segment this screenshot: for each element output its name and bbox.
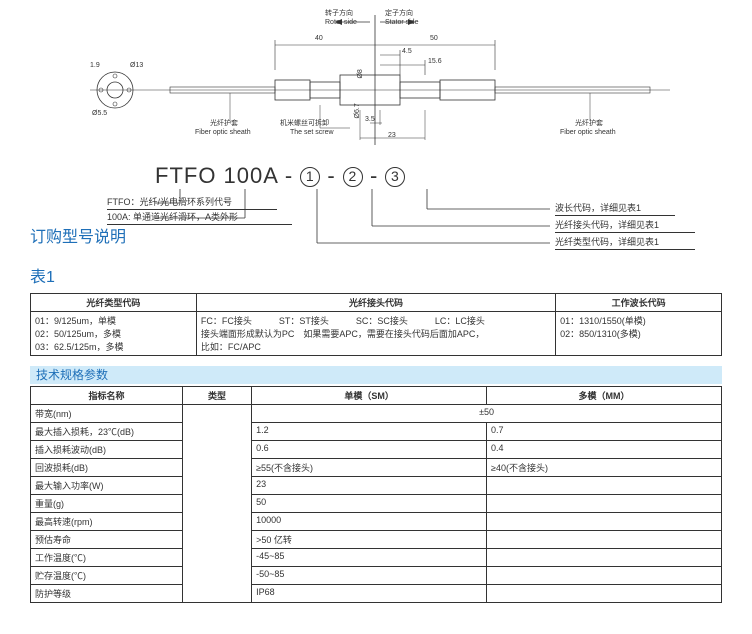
spec-sm: >50 亿转 <box>252 531 487 549</box>
spec-name: 最大插入损耗，23℃(dB) <box>31 423 183 441</box>
spec-sm: ≥55(不含接头) <box>252 459 487 477</box>
spec-row: 重量(g) 50 <box>31 495 722 513</box>
spec-row: 工作温度(℃) -45~85 <box>31 549 722 567</box>
spec-sm: -45~85 <box>252 549 487 567</box>
dim-23: 23 <box>388 132 396 140</box>
spec-name: 贮存温度(℃) <box>31 567 183 585</box>
spec-mm: ≥40(不含接头) <box>487 459 722 477</box>
t1-c1-l2: 02：50/125um，多模 <box>35 327 192 340</box>
dim-19: 1.9 <box>90 62 100 70</box>
spec-row: 最大插入损耗，23℃(dB) 1.20.7 <box>31 423 722 441</box>
spec-sm: 50 <box>252 495 487 513</box>
setscrew-en: The set screw <box>290 129 334 137</box>
spec-row: 插入损耗波动(dB) 0.60.4 <box>31 441 722 459</box>
dim-45: 4.5 <box>402 48 412 56</box>
stator-label-en: Stator side <box>385 19 418 27</box>
spec-sm: 23 <box>252 477 487 495</box>
t1-h1: 光纤类型代码 <box>31 294 197 312</box>
spec-row: 防护等级 IP68 <box>31 585 722 603</box>
note-ftfo: FTFO：光纤/光电滑环系列代号 <box>107 195 277 210</box>
spec-mm <box>487 567 722 585</box>
spec-mm <box>487 477 722 495</box>
specs-title: 技术规格参数 <box>30 366 722 384</box>
dim-8: Ø8 <box>357 69 365 78</box>
spec-name: 最高转速(rpm) <box>31 513 183 531</box>
spec-name: 重量(g) <box>31 495 183 513</box>
technical-drawing: 转子方向 Rotor side 定子方向 Stator side 40 50 4… <box>30 10 722 155</box>
dim-50: 50 <box>430 35 438 43</box>
t1-c2-l1: FC：FC接头 ST：ST接头 SC：SC接头 LC：LC接头 <box>201 314 551 327</box>
spec-sm: IP68 <box>252 585 487 603</box>
specs-table: 指标名称 类型 单模（SM） 多模（MM） 带宽(nm)±50最大插入损耗，23… <box>30 386 722 603</box>
spec-h-name: 指标名称 <box>31 387 183 405</box>
spec-name: 防护等级 <box>31 585 183 603</box>
dim-35: 3.5 <box>365 116 375 124</box>
spec-mm <box>487 549 722 567</box>
spec-mm: 0.4 <box>487 441 722 459</box>
dim-156: 15.6 <box>428 58 442 66</box>
t1-c1-l3: 03：62.5/125m，多模 <box>35 340 192 353</box>
spec-row: 最大输入功率(W) 23 <box>31 477 722 495</box>
ordering-title: 订购型号说明 <box>30 223 155 247</box>
setscrew-cn: 机米螺丝可拆卸 <box>280 120 329 128</box>
t1-c2-l2: 接头端面形成默认为PC 如果需要APC，需要在接头代码后面加APC， <box>201 327 551 340</box>
spec-mm <box>487 585 722 603</box>
note-100a: 100A: 单通道光纤滑环，A类外形 <box>107 210 292 225</box>
rotor-label-en: Rotor side <box>325 19 357 27</box>
t1-c1-l1: 01：9/125um，单模 <box>35 314 192 327</box>
spec-row: 最高转速(rpm) 10000 <box>31 513 722 531</box>
t1-h3: 工作波长代码 <box>556 294 722 312</box>
t1-c3-l1: 01：1310/1550(单模) <box>560 314 717 327</box>
spec-row: 预估寿命 >50 亿转 <box>31 531 722 549</box>
spec-name: 工作温度(℃) <box>31 549 183 567</box>
spec-name: 回波损耗(dB) <box>31 459 183 477</box>
sheath-right-en: Fiber optic sheath <box>560 129 616 137</box>
spec-mm <box>487 495 722 513</box>
note-wave: 波长代码，详细见表1 <box>555 201 675 216</box>
ordering-section: 订购型号说明 FTFO 100A - 1 - 2 - 3 FTFO：光纤/光电滑… <box>30 163 722 253</box>
spec-name: 最大输入功率(W) <box>31 477 183 495</box>
note-conn: 光纤接头代码，详细见表1 <box>555 218 695 233</box>
spec-h-sm: 单模（SM） <box>252 387 487 405</box>
spec-type-cell <box>183 405 252 603</box>
sheath-right-cn: 光纤护套 <box>575 120 603 128</box>
spec-row: 回波损耗(dB) ≥55(不含接头)≥40(不含接头) <box>31 459 722 477</box>
note-type: 光纤类型代码，详细见表1 <box>555 235 695 250</box>
spec-sm: 10000 <box>252 513 487 531</box>
sheath-left-cn: 光纤护套 <box>210 120 238 128</box>
t1-h2: 光纤接头代码 <box>196 294 555 312</box>
spec-sm: 1.2 <box>252 423 487 441</box>
spec-h-mm: 多模（MM） <box>487 387 722 405</box>
spec-sm: -50~85 <box>252 567 487 585</box>
t1-c2: FC：FC接头 ST：ST接头 SC：SC接头 LC：LC接头 接头端面形成默认… <box>196 312 555 356</box>
table1: 光纤类型代码 光纤接头代码 工作波长代码 01：9/125um，单模 02：50… <box>30 293 722 356</box>
t1-c3: 01：1310/1550(单模) 02：850/1310(多模) <box>556 312 722 356</box>
table1-title: 表1 <box>30 263 722 287</box>
spec-row: 带宽(nm) ±50 <box>31 405 722 423</box>
drawing-svg <box>30 10 720 155</box>
t1-c2-l3: 比如：FC/APC <box>201 340 551 353</box>
rotor-label-cn: 转子方向 <box>325 10 353 18</box>
spec-sm: 0.6 <box>252 441 487 459</box>
spec-h-type: 类型 <box>183 387 252 405</box>
dim-67: Ø6.7 <box>354 103 362 118</box>
spec-name: 带宽(nm) <box>31 405 183 423</box>
dim-40: 40 <box>315 35 323 43</box>
t1-c1: 01：9/125um，单模 02：50/125um，多模 03：62.5/125… <box>31 312 197 356</box>
spec-mm <box>487 531 722 549</box>
spec-mm <box>487 513 722 531</box>
spec-row: 贮存温度(℃) -50~85 <box>31 567 722 585</box>
spec-mm: 0.7 <box>487 423 722 441</box>
sheath-left-en: Fiber optic sheath <box>195 129 251 137</box>
t1-c3-l2: 02：850/1310(多模) <box>560 327 717 340</box>
stator-label-cn: 定子方向 <box>385 10 413 18</box>
spec-merged: ±50 <box>252 405 722 423</box>
spec-name: 插入损耗波动(dB) <box>31 441 183 459</box>
dim-55: Ø5.5 <box>92 110 107 118</box>
spec-name: 预估寿命 <box>31 531 183 549</box>
dim-13: Ø13 <box>130 62 143 70</box>
